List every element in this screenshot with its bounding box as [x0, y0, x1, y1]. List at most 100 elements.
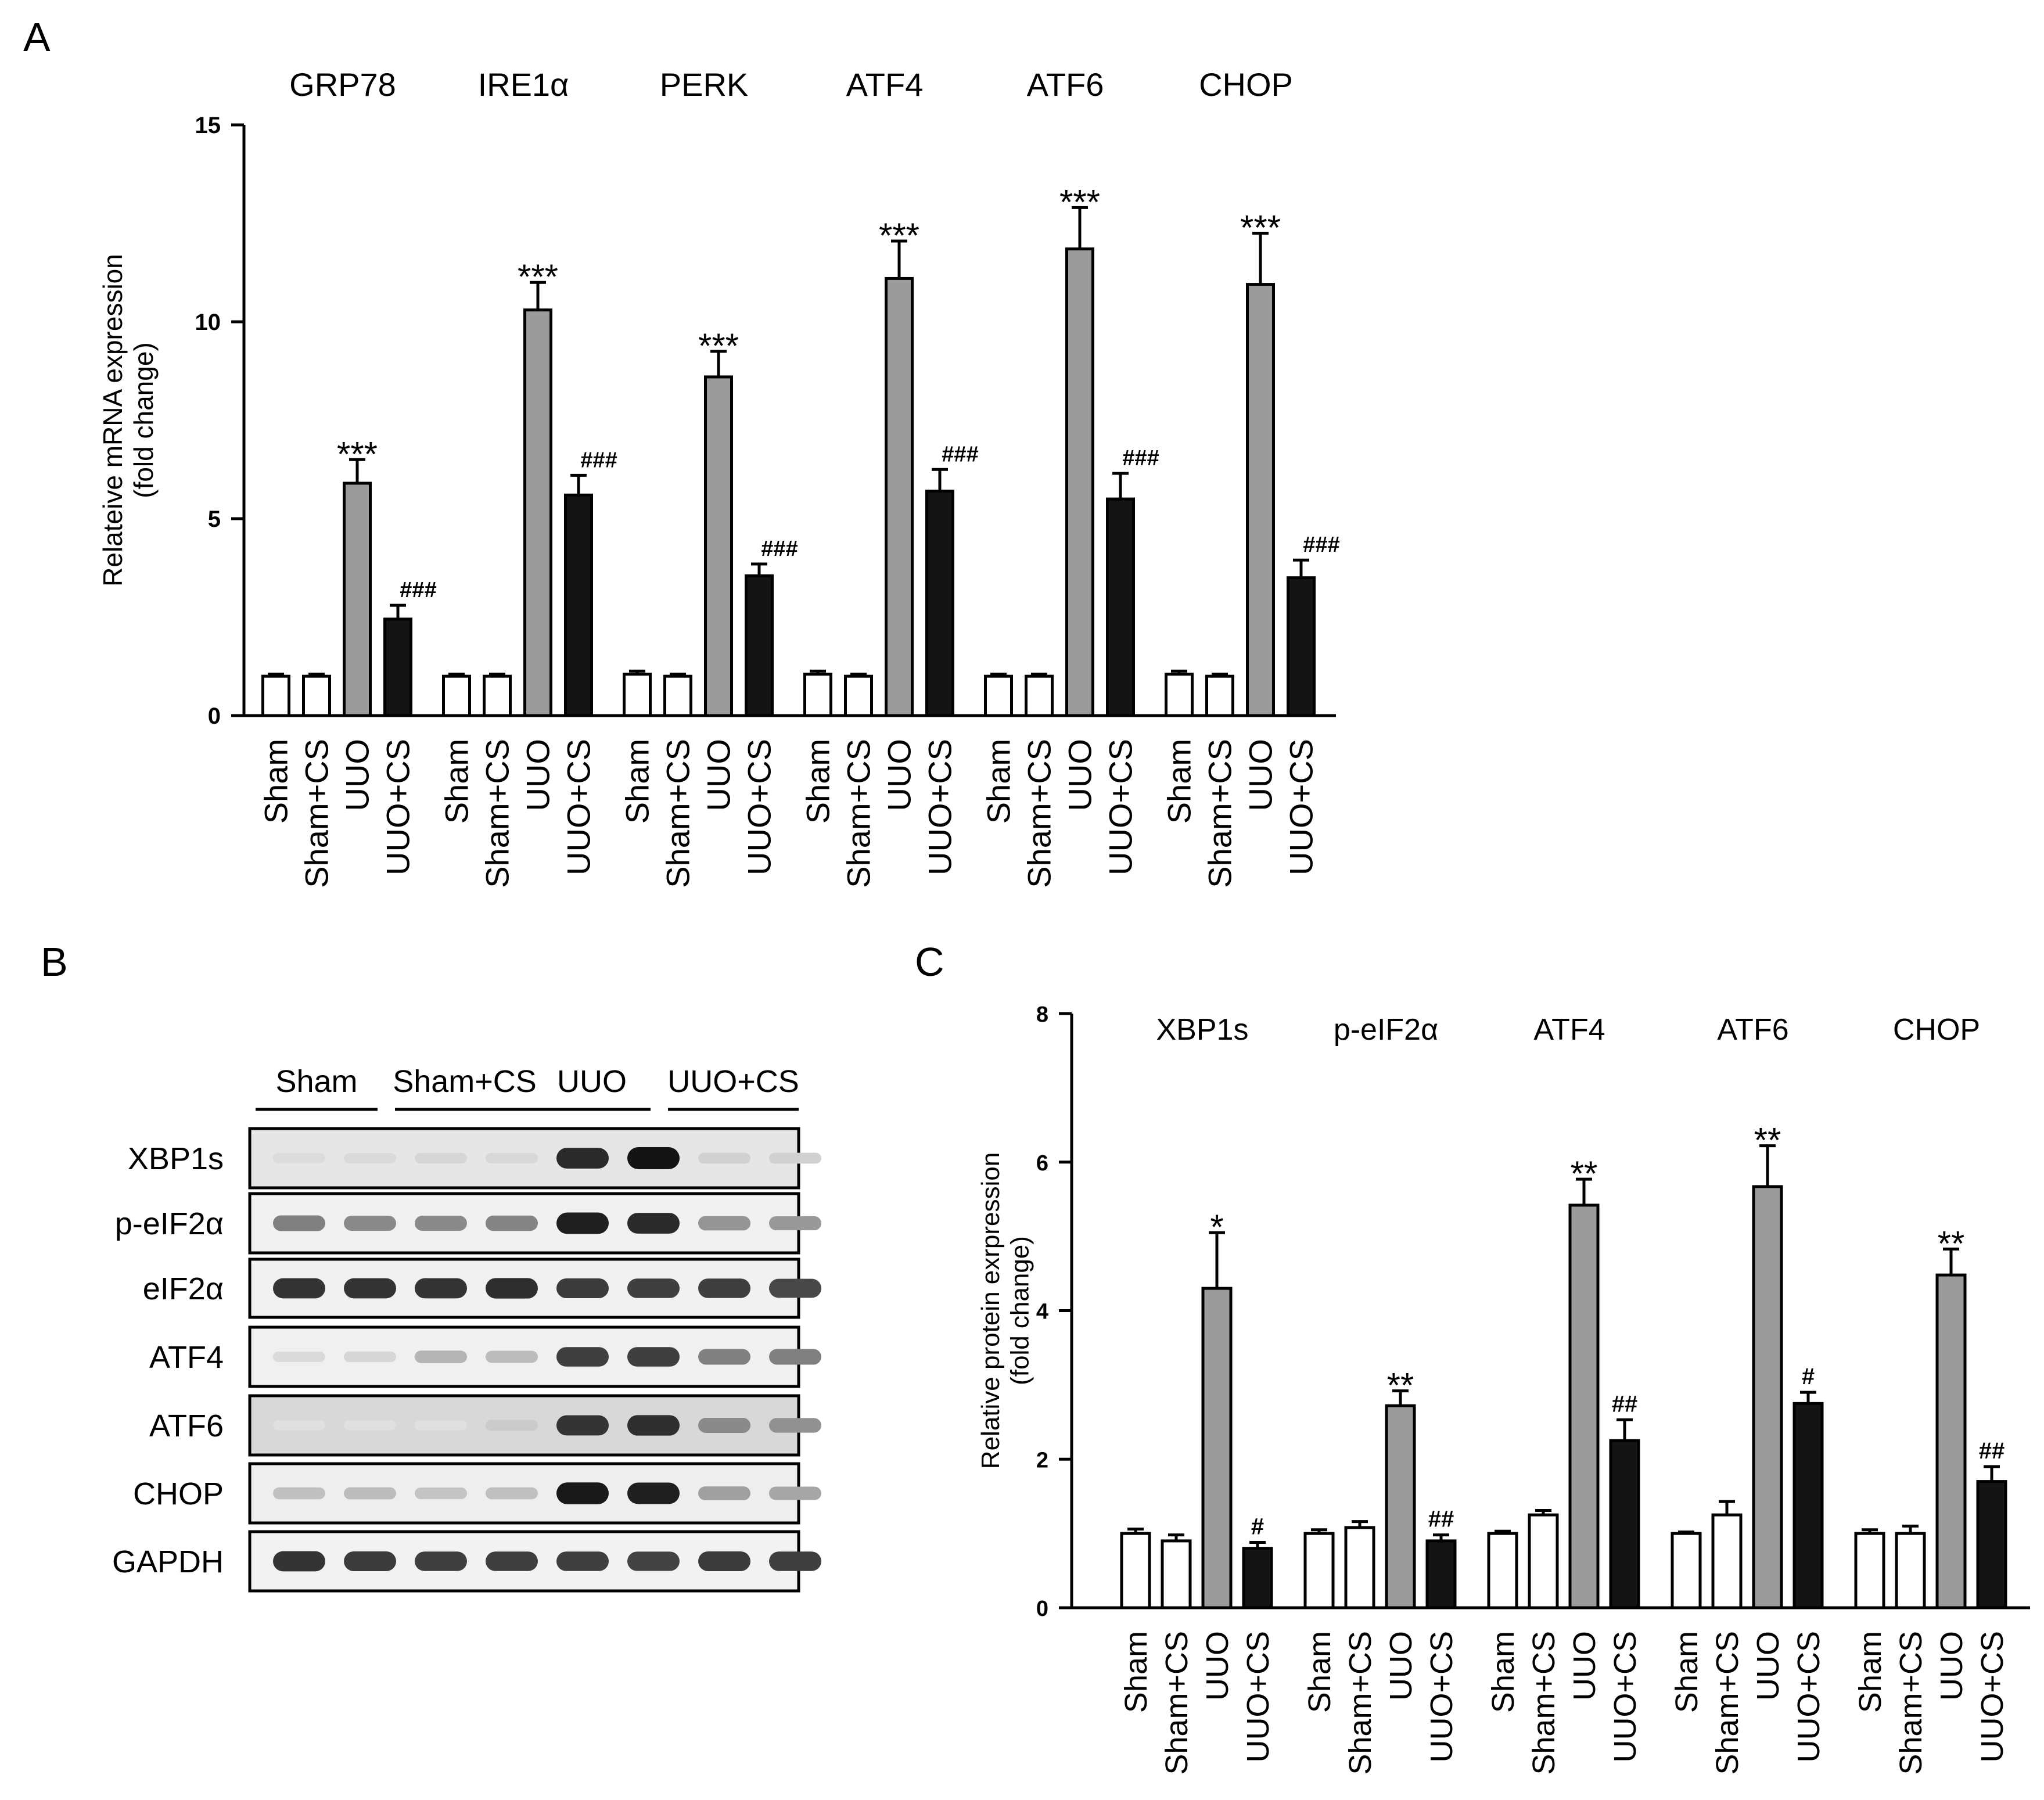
bar: [1065, 247, 1094, 717]
bar: [564, 493, 593, 717]
blot-band: [273, 1278, 325, 1299]
blot-band: [627, 1415, 680, 1436]
bar: [1344, 1526, 1375, 1609]
group-title: CHOP: [1893, 1013, 1980, 1047]
bar: [1568, 1203, 1600, 1609]
x-tick-label: UUO: [1062, 739, 1098, 811]
bar: [1161, 1539, 1192, 1609]
y-axis-label-units: (fold change): [1006, 1236, 1034, 1385]
group-title: PERK: [660, 66, 749, 103]
group-title: ATF6: [1027, 66, 1104, 103]
x-tick-label: Sham: [1302, 1631, 1337, 1713]
bar: [885, 276, 914, 717]
blot-row-label: eIF2α: [143, 1271, 224, 1306]
x-tick-label: UUO: [1200, 1631, 1235, 1701]
significance-star: **: [1571, 1154, 1598, 1193]
bar: [1752, 1185, 1783, 1609]
blot-band: [698, 1216, 750, 1231]
y-tick-label: 5: [208, 506, 221, 532]
blot-group-label: UUO: [557, 1064, 627, 1099]
blot-band: [415, 1350, 467, 1363]
bar: [1609, 1439, 1640, 1609]
x-tick-label: UUO+CS: [1241, 1631, 1276, 1763]
blot-group-label: Sham+CS: [393, 1064, 537, 1099]
bar: [343, 482, 372, 717]
x-tick-label: Sham: [800, 739, 836, 824]
blot-band: [698, 1418, 750, 1433]
bar: [383, 617, 412, 717]
blot-band: [344, 1551, 396, 1572]
blot-band: [769, 1551, 821, 1571]
significance-star: ***: [879, 216, 919, 255]
y-tick-label: 2: [1036, 1448, 1048, 1472]
blot-band: [486, 1420, 538, 1431]
blot-band: [698, 1152, 750, 1164]
bar: [1120, 1532, 1151, 1609]
blot-band: [769, 1152, 821, 1164]
bar: [483, 674, 512, 717]
blot-row-label: ATF6: [149, 1409, 224, 1443]
y-tick-label: 0: [1036, 1597, 1048, 1621]
blot-band: [486, 1215, 538, 1231]
blot-band: [344, 1487, 396, 1500]
x-tick-label: Sham+CS: [1710, 1631, 1745, 1775]
significance-star: *: [1210, 1208, 1223, 1246]
bar: [302, 674, 331, 717]
blot-band: [415, 1551, 467, 1571]
significance-star: ***: [1059, 182, 1100, 221]
blot-band: [344, 1153, 396, 1163]
blot-row-label: CHOP: [133, 1476, 224, 1511]
bar: [523, 308, 552, 717]
x-tick-label: UUO+CS: [380, 739, 416, 875]
x-tick-label: UUO: [339, 739, 376, 811]
blot-band: [698, 1486, 750, 1500]
x-tick-label: UUO+CS: [1424, 1631, 1459, 1763]
bar: [261, 674, 290, 717]
x-tick-label: UUO+CS: [1608, 1631, 1643, 1763]
significance-hash: #: [1802, 1364, 1815, 1389]
y-axis-label-units: (fold change): [128, 342, 159, 498]
y-tick-label: 6: [1036, 1151, 1048, 1176]
significance-hash: ###: [1122, 446, 1159, 470]
x-tick-label: UUO: [1384, 1631, 1418, 1701]
blot-band: [556, 1415, 609, 1436]
blot-band: [344, 1420, 396, 1431]
significance-hash: ###: [580, 448, 617, 472]
group-title: IRE1α: [478, 66, 569, 103]
bar: [803, 673, 832, 717]
bar: [1425, 1539, 1457, 1609]
bar: [1895, 1532, 1926, 1609]
blot-band: [769, 1418, 821, 1433]
group-title: p-eIF2α: [1334, 1013, 1438, 1047]
x-tick-label: Sham+CS: [1526, 1631, 1561, 1775]
y-axis-label: Relateive mRNA expression: [98, 254, 128, 587]
significance-star: ***: [1240, 208, 1281, 247]
blot-band: [769, 1278, 821, 1298]
significance-star: ***: [337, 434, 378, 473]
blot-band: [556, 1551, 609, 1571]
bar: [1025, 674, 1054, 717]
x-tick-label: UUO+CS: [1975, 1631, 2010, 1763]
blot-band: [627, 1213, 680, 1234]
x-tick-label: Sham: [619, 739, 656, 824]
panel-label-a: A: [23, 15, 51, 60]
bar: [1976, 1480, 2007, 1609]
bar: [442, 674, 471, 717]
x-tick-label: UUO: [520, 739, 556, 811]
x-tick-label: Sham: [1119, 1631, 1154, 1713]
blot-band: [627, 1278, 680, 1298]
chart-c: 0 2 4 6 8 Relative protein exrpression (fold c…: [976, 1003, 2030, 1775]
blot-band: [486, 1551, 538, 1571]
blot-band: [627, 1551, 680, 1571]
blot-group-label: Sham: [275, 1064, 357, 1099]
x-tick-label: Sham+CS: [1894, 1631, 1928, 1775]
blot-band: [486, 1487, 538, 1500]
x-tick-label: Sham+CS: [660, 739, 696, 888]
significance-hash: ###: [942, 442, 978, 466]
blot-band: [273, 1551, 325, 1572]
bar: [1385, 1404, 1416, 1609]
x-tick-label: UUO+CS: [561, 739, 597, 875]
group-title: ATF4: [846, 66, 924, 103]
x-tick-label: UUO: [1242, 739, 1279, 811]
bar: [1711, 1513, 1743, 1609]
